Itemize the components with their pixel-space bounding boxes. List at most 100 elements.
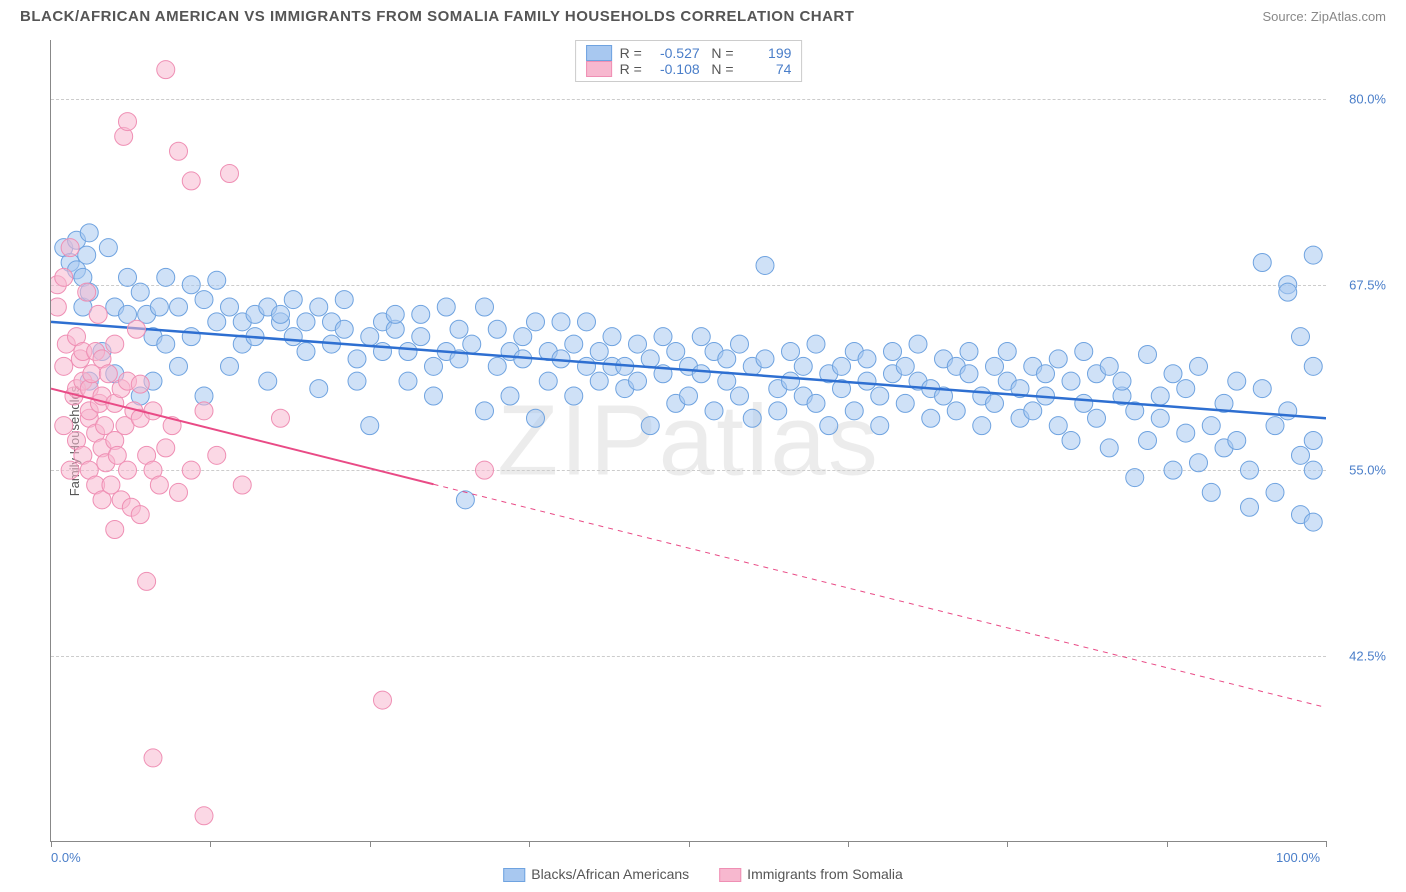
data-point (1241, 461, 1259, 479)
data-point (348, 350, 366, 368)
data-point (667, 343, 685, 361)
data-point (552, 313, 570, 331)
data-point (61, 239, 79, 257)
x-tick (1326, 841, 1327, 847)
data-point (119, 461, 137, 479)
data-point (208, 313, 226, 331)
data-point (80, 224, 98, 242)
data-point (1088, 409, 1106, 427)
data-point (692, 365, 710, 383)
x-tick (689, 841, 690, 847)
data-point (1126, 469, 1144, 487)
data-point (718, 372, 736, 390)
data-point (170, 357, 188, 375)
data-point (1304, 246, 1322, 264)
chart-title: BLACK/AFRICAN AMERICAN VS IMMIGRANTS FRO… (20, 8, 854, 25)
data-point (335, 320, 353, 338)
x-tick (1007, 841, 1008, 847)
data-point (310, 380, 328, 398)
data-point (1037, 365, 1055, 383)
data-point (692, 328, 710, 346)
data-point (106, 521, 124, 539)
data-point (833, 357, 851, 375)
data-point (973, 417, 991, 435)
data-point (195, 291, 213, 309)
y-tick-label: 55.0% (1349, 463, 1386, 478)
data-point (922, 409, 940, 427)
data-point (1049, 417, 1067, 435)
data-point (896, 394, 914, 412)
data-point (1279, 283, 1297, 301)
data-point (195, 807, 213, 825)
series-legend: Blacks/African AmericansImmigrants from … (503, 866, 903, 882)
data-point (476, 402, 494, 420)
data-point (425, 387, 443, 405)
data-point (157, 439, 175, 457)
data-point (629, 372, 647, 390)
legend-label: Immigrants from Somalia (747, 866, 903, 882)
x-tick (370, 841, 371, 847)
data-point (131, 506, 149, 524)
data-point (78, 283, 96, 301)
data-point (412, 328, 430, 346)
data-point (150, 298, 168, 316)
data-point (1202, 417, 1220, 435)
data-point (78, 246, 96, 264)
data-point (476, 298, 494, 316)
data-point (233, 476, 251, 494)
data-point (1151, 409, 1169, 427)
data-point (412, 305, 430, 323)
data-point (501, 387, 519, 405)
data-point (348, 372, 366, 390)
data-point (1292, 446, 1310, 464)
x-tick (848, 841, 849, 847)
data-point (157, 268, 175, 286)
data-point (539, 372, 557, 390)
x-tick (1167, 841, 1168, 847)
data-point (106, 335, 124, 353)
data-point (1075, 394, 1093, 412)
data-point (1253, 254, 1271, 272)
data-point (51, 298, 66, 316)
data-point (871, 387, 889, 405)
data-point (1062, 432, 1080, 450)
data-point (1164, 461, 1182, 479)
data-point (858, 372, 876, 390)
data-point (399, 343, 417, 361)
data-point (1190, 357, 1208, 375)
data-point (182, 276, 200, 294)
data-point (361, 417, 379, 435)
data-point (1253, 380, 1271, 398)
data-point (1228, 372, 1246, 390)
data-point (1075, 343, 1093, 361)
data-point (131, 283, 149, 301)
data-point (208, 446, 226, 464)
data-point (578, 313, 596, 331)
data-point (61, 461, 79, 479)
data-point (272, 305, 290, 323)
data-point (144, 402, 162, 420)
data-point (1139, 345, 1157, 363)
x-tick (529, 841, 530, 847)
data-point (858, 350, 876, 368)
data-point (769, 402, 787, 420)
data-point (782, 372, 800, 390)
data-point (590, 343, 608, 361)
data-point (399, 372, 417, 390)
data-point (335, 291, 353, 309)
data-point (756, 350, 774, 368)
data-point (297, 343, 315, 361)
legend-swatch (719, 868, 741, 882)
data-point (374, 691, 392, 709)
x-tick-label: 0.0% (51, 850, 81, 865)
data-point (138, 572, 156, 590)
data-point (182, 172, 200, 190)
data-point (565, 335, 583, 353)
data-point (1177, 380, 1195, 398)
data-point (1100, 357, 1118, 375)
data-point (119, 268, 137, 286)
data-point (960, 365, 978, 383)
chart-container: Family Households ZIPatlas R = -0.527 N … (50, 40, 1326, 842)
data-point (297, 313, 315, 331)
data-point (259, 372, 277, 390)
